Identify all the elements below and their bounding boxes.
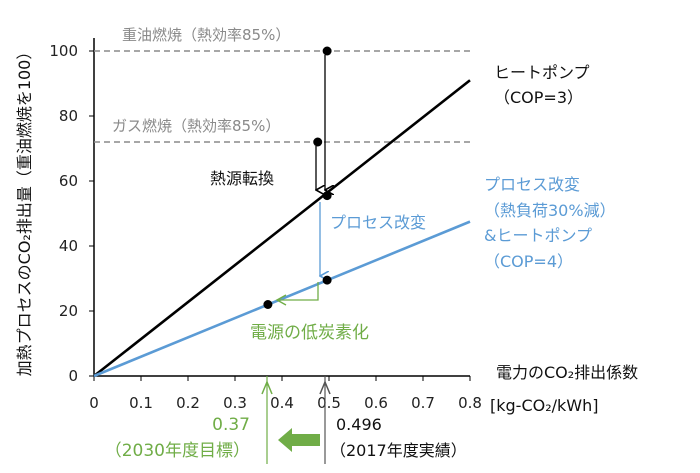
x-axis-unit: [kg-CO₂/kWh] (490, 396, 598, 415)
heat-pump-label-line1: ヒートポンプ (494, 63, 590, 82)
data-point (322, 275, 332, 285)
heat-source-conversion-label: 熱源転換 (210, 169, 274, 188)
x-tick-label: 0.6 (364, 394, 388, 412)
marker-year-2017: （2017年度実績） (330, 441, 467, 460)
blue-series-label-line1: プロセス改変 (484, 175, 580, 194)
gas-reference-label: ガス燃焼（熱効率85%） (112, 117, 280, 135)
data-point (313, 137, 323, 147)
x-tick-label: 0.5 (317, 394, 341, 412)
process-change-label: プロセス改変 (330, 213, 426, 232)
y-axis-title: 加熱プロセスのCO₂排出量（重油燃焼を100） (15, 44, 34, 377)
marker-value-2030: 0.37 (212, 415, 250, 435)
data-point (322, 46, 332, 56)
x-tick-label: 0.2 (176, 394, 200, 412)
y-tick-label: 20 (59, 302, 78, 320)
x-tick-label: 0.1 (129, 394, 153, 412)
y-tick-label: 0 (68, 367, 78, 385)
x-tick-label: 0.7 (411, 394, 435, 412)
blue-series-label-line4: （COP=4） (484, 252, 573, 271)
heat-pump-cop3-line (93, 79, 471, 378)
y-tick-label: 100 (49, 42, 78, 60)
y-tick-label: 60 (59, 172, 78, 190)
heavy-oil-reference-label: 重油燃焼（熱効率85%） (122, 26, 290, 44)
data-point (263, 300, 273, 309)
arrow-low-carbon-head (275, 294, 287, 306)
process-change-cop4-line (93, 220, 471, 378)
heat-pump-label-line2: （COP=3） (494, 88, 583, 107)
x-axis-title: 電力のCO₂排出係数 (496, 363, 638, 382)
x-tick-label: 0.8 (458, 394, 482, 412)
x-tick-label: 0.4 (270, 394, 294, 412)
data-point (322, 191, 332, 201)
blue-series-label-line2: （熱負荷30%減） (484, 201, 616, 220)
arrow-low-carbon (278, 282, 319, 301)
marker-arrowhead-2030 (261, 380, 273, 395)
marker-arrowhead-2017 (319, 380, 331, 395)
x-tick-label: 0.3 (223, 394, 247, 412)
marker-value-2017: 0.496 (336, 415, 382, 434)
marker-year-2030: （2030年度目標） (105, 441, 250, 461)
y-tick-label: 80 (59, 107, 78, 125)
blue-series-label-line3: &ヒートポンプ (484, 226, 592, 245)
green-direction-arrow (278, 428, 320, 452)
y-tick-label: 40 (59, 237, 78, 255)
low-carbon-power-label: 電源の低炭素化 (250, 323, 369, 343)
x-tick-label: 0 (89, 394, 99, 412)
